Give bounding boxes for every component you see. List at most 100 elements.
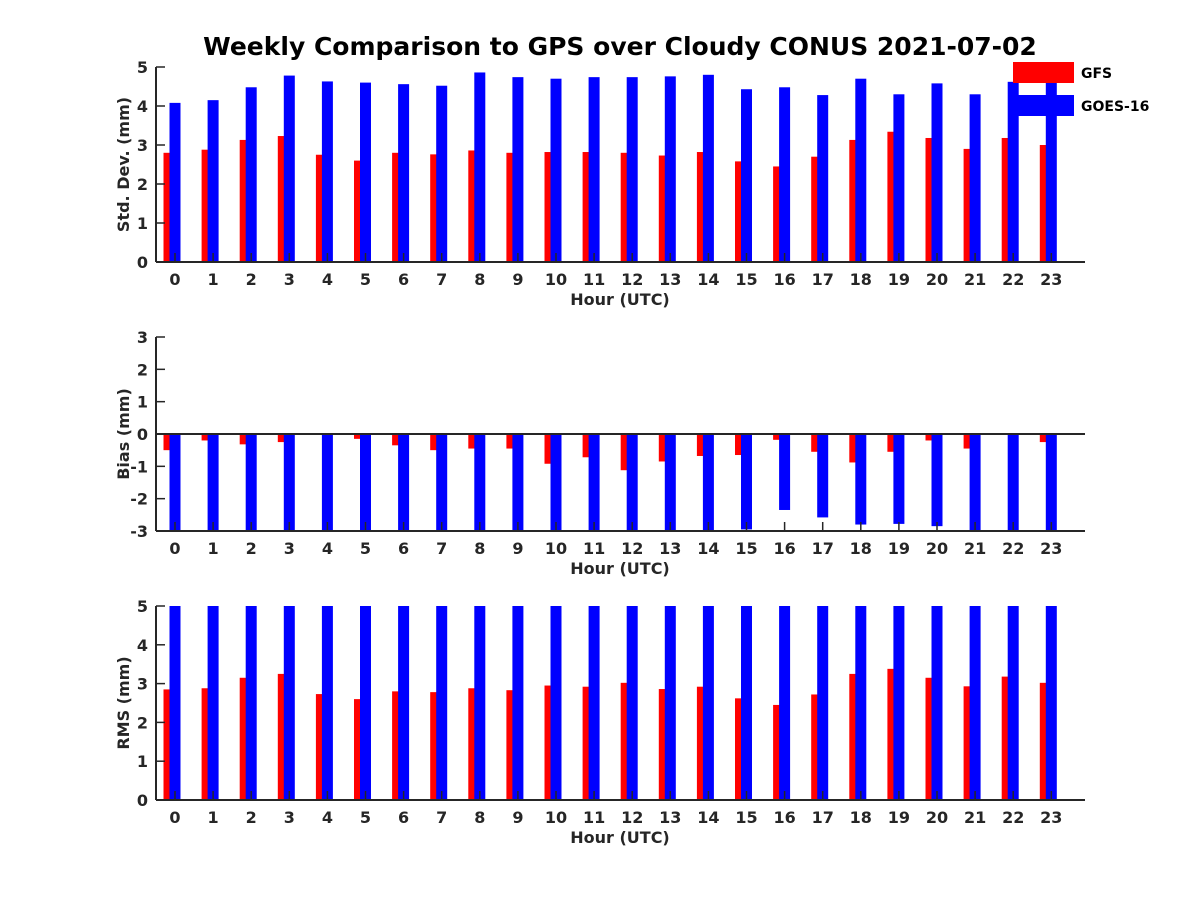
bar-gfs-hour-1 bbox=[201, 688, 213, 800]
legend-swatch-goes-16 bbox=[1013, 95, 1074, 116]
bar-gfs-hour-13 bbox=[658, 155, 670, 262]
bar-gfs-hour-7 bbox=[430, 154, 442, 262]
bar-goes-16-hour-0 bbox=[169, 102, 181, 262]
y-tick-label: 5 bbox=[137, 58, 148, 77]
bar-goes-16-hour-6 bbox=[398, 434, 410, 531]
bar-goes-16-hour-19 bbox=[893, 94, 905, 262]
bar-goes-16-hour-21 bbox=[969, 434, 981, 531]
y-tick-label: 2 bbox=[137, 360, 148, 379]
bar-goes-16-hour-18 bbox=[855, 78, 867, 262]
bar-goes-16-hour-18 bbox=[855, 606, 867, 800]
bar-gfs-hour-12 bbox=[620, 434, 632, 471]
x-tick-label: 20 bbox=[926, 539, 948, 558]
bar-goes-16-hour-19 bbox=[893, 434, 905, 524]
bar-goes-16-hour-12 bbox=[626, 434, 638, 531]
x-tick-label: 5 bbox=[360, 539, 371, 558]
bar-goes-16-hour-9 bbox=[512, 434, 524, 531]
bar-gfs-hour-19 bbox=[887, 131, 899, 262]
bar-gfs-hour-18 bbox=[849, 139, 861, 262]
bar-gfs-hour-20 bbox=[925, 434, 937, 441]
bar-gfs-hour-23 bbox=[1039, 682, 1051, 800]
x-tick-label: 17 bbox=[812, 808, 834, 827]
bar-gfs-hour-21 bbox=[963, 434, 975, 449]
x-tick-label: 8 bbox=[474, 808, 485, 827]
bar-gfs-hour-15 bbox=[735, 161, 746, 262]
y-tick-label: -1 bbox=[130, 457, 148, 476]
y-tick-label: 1 bbox=[137, 752, 148, 771]
x-tick-label: 7 bbox=[436, 539, 447, 558]
x-tick-label: 3 bbox=[284, 270, 295, 289]
bar-gfs-hour-20 bbox=[925, 677, 937, 800]
bar-goes-16-hour-11 bbox=[588, 434, 600, 531]
bar-goes-16-hour-16 bbox=[779, 87, 791, 262]
bar-gfs-hour-0 bbox=[163, 689, 175, 800]
x-tick-label: 22 bbox=[1002, 539, 1024, 558]
bar-gfs-hour-21 bbox=[963, 686, 975, 800]
bar-goes-16-hour-20 bbox=[931, 434, 943, 527]
x-tick-label: 0 bbox=[169, 270, 180, 289]
bar-gfs-hour-9 bbox=[506, 690, 518, 800]
bar-goes-16-hour-2 bbox=[245, 606, 257, 800]
x-tick-label: 11 bbox=[583, 808, 605, 827]
x-tick-label: 17 bbox=[812, 539, 834, 558]
bar-goes-16-hour-23 bbox=[1045, 78, 1057, 262]
bar-goes-16-hour-8 bbox=[474, 72, 486, 263]
y-axis-label: Bias (mm) bbox=[114, 388, 133, 480]
x-tick-label: 4 bbox=[322, 539, 333, 558]
x-tick-label: 21 bbox=[964, 539, 986, 558]
bar-goes-16-hour-10 bbox=[550, 434, 562, 531]
bar-gfs-hour-19 bbox=[887, 434, 899, 452]
x-tick-label: 17 bbox=[812, 270, 834, 289]
bar-gfs-hour-2 bbox=[239, 139, 251, 262]
x-tick-label: 21 bbox=[964, 808, 986, 827]
bar-gfs-hour-10 bbox=[544, 152, 556, 262]
bar-goes-16-hour-1 bbox=[207, 434, 219, 531]
x-tick-label: 14 bbox=[697, 270, 719, 289]
bar-gfs-hour-13 bbox=[658, 434, 670, 462]
x-tick-label: 6 bbox=[398, 539, 409, 558]
bar-goes-16-hour-22 bbox=[1007, 606, 1019, 800]
bar-gfs-hour-11 bbox=[582, 686, 594, 800]
bar-goes-16-hour-12 bbox=[626, 606, 638, 800]
bar-goes-16-hour-21 bbox=[969, 606, 981, 800]
bar-goes-16-hour-11 bbox=[588, 606, 600, 800]
x-tick-label: 9 bbox=[512, 539, 523, 558]
legend-swatch-gfs bbox=[1013, 62, 1074, 83]
x-tick-label: 6 bbox=[398, 808, 409, 827]
bar-gfs-hour-1 bbox=[201, 434, 213, 441]
x-tick-label: 8 bbox=[474, 539, 485, 558]
x-tick-label: 20 bbox=[926, 808, 948, 827]
x-tick-label: 13 bbox=[659, 808, 681, 827]
x-tick-label: 9 bbox=[512, 808, 523, 827]
bar-goes-16-hour-23 bbox=[1045, 434, 1057, 531]
y-tick-label: 0 bbox=[137, 791, 148, 810]
bar-goes-16-hour-23 bbox=[1045, 606, 1057, 800]
x-axis-label: Hour (UTC) bbox=[570, 559, 670, 578]
bar-gfs-hour-1 bbox=[201, 149, 213, 262]
bar-goes-16-hour-4 bbox=[321, 434, 333, 531]
x-tick-label: 12 bbox=[621, 539, 643, 558]
bar-goes-16-hour-13 bbox=[664, 434, 676, 531]
y-tick-label: 4 bbox=[137, 97, 148, 116]
x-tick-label: 1 bbox=[208, 808, 219, 827]
y-tick-label: 0 bbox=[137, 253, 148, 272]
y-tick-label: 2 bbox=[137, 175, 148, 194]
bar-gfs-hour-3 bbox=[277, 673, 289, 800]
bar-gfs-hour-10 bbox=[544, 685, 556, 800]
bar-gfs-hour-17 bbox=[811, 694, 823, 800]
y-axis-label: RMS (mm) bbox=[114, 656, 133, 749]
y-tick-label: -3 bbox=[130, 522, 148, 541]
bar-goes-16-hour-22 bbox=[1007, 81, 1019, 262]
bar-gfs-hour-4 bbox=[315, 694, 327, 800]
x-tick-label: 3 bbox=[284, 539, 295, 558]
x-tick-label: 2 bbox=[246, 539, 257, 558]
bar-gfs-hour-7 bbox=[430, 434, 442, 451]
bar-goes-16-hour-3 bbox=[283, 606, 295, 800]
x-tick-label: 11 bbox=[583, 270, 605, 289]
bar-goes-16-hour-17 bbox=[817, 95, 829, 262]
bar-goes-16-hour-10 bbox=[550, 78, 562, 262]
bar-gfs-hour-15 bbox=[735, 698, 746, 800]
x-tick-label: 2 bbox=[246, 270, 257, 289]
